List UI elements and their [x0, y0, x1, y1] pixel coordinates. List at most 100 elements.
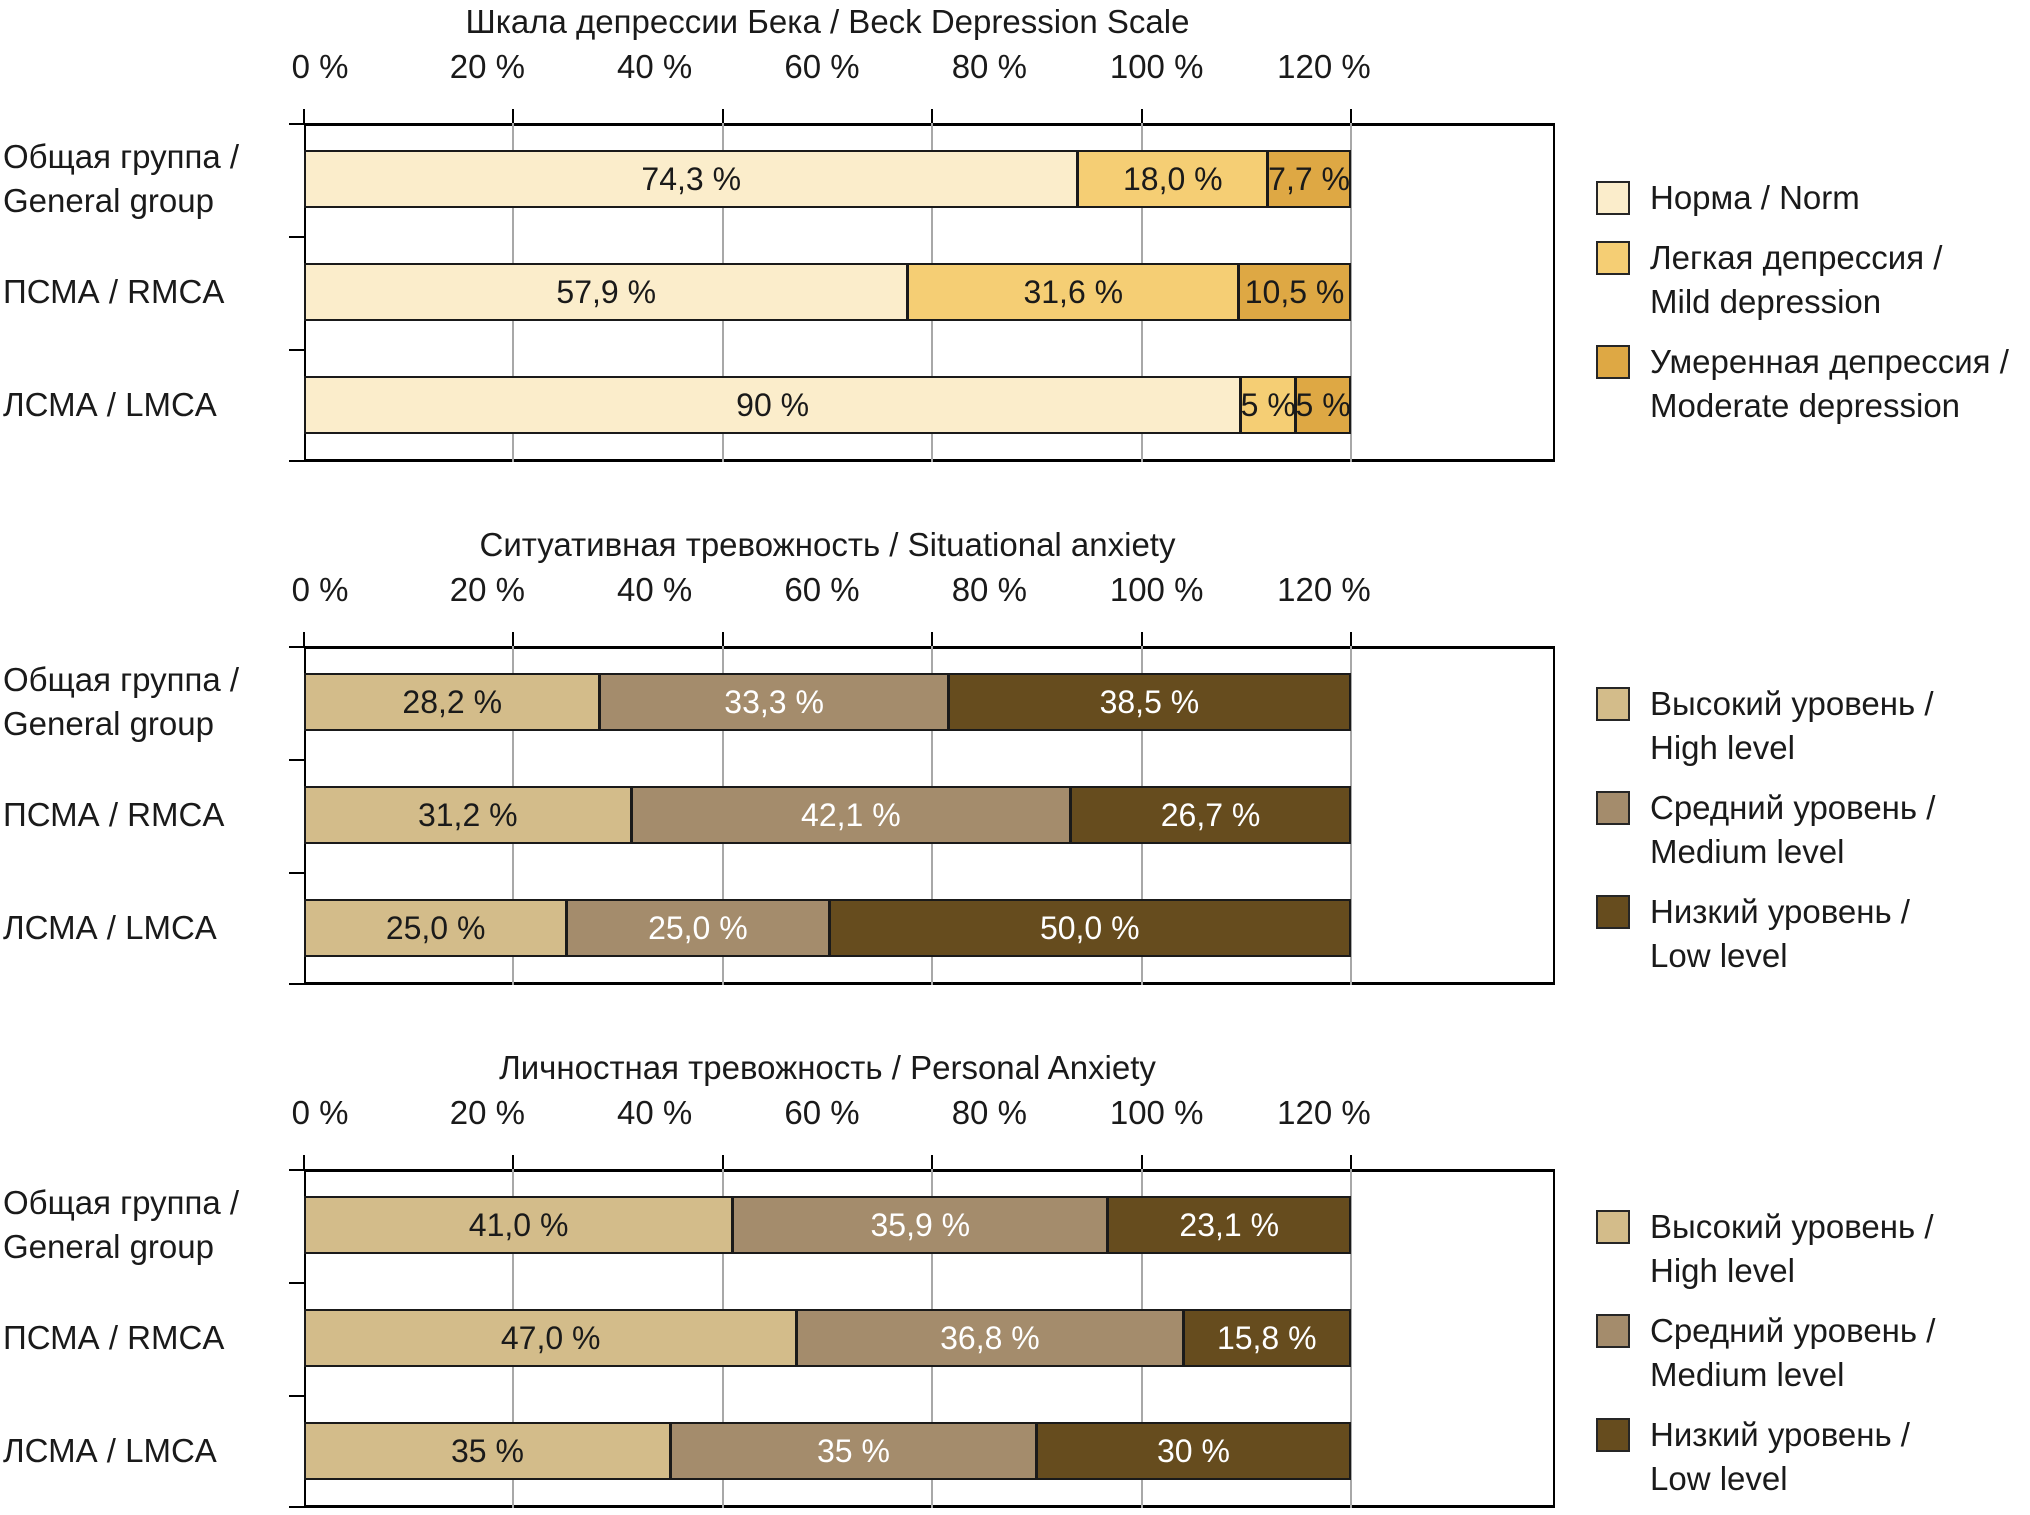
x-axis-tick — [931, 632, 934, 646]
legend-item: Средний уровень / Medium level — [1596, 1309, 2026, 1397]
bar-segment: 33,3 % — [601, 675, 950, 729]
x-axis-label: 20 % — [449, 48, 525, 85]
bar-value-label: 7,7 % — [1268, 161, 1350, 197]
legend: Высокий уровень / High level Средний урове… — [1596, 1205, 2026, 1515]
bar-value-label: 5 % — [1295, 387, 1351, 423]
bar-segment: 41,0 % — [306, 1198, 735, 1252]
bar-segment: 28,2 % — [306, 675, 602, 729]
legend-label-line: Норма / Norm — [1650, 179, 1860, 216]
x-axis-label: 100 % — [1109, 48, 1204, 85]
y-axis-tick — [289, 349, 304, 351]
chart-beck-depression-scale: Шкала депрессии Бека / Beck Depression S… — [0, 0, 2030, 523]
bar-row: 28,2 % 33,3 % 38,5 % — [304, 673, 1351, 731]
y-axis-tick — [289, 1506, 304, 1508]
legend-label: Средний уровень / Medium level — [1650, 786, 1935, 874]
x-axis-tick — [512, 632, 515, 646]
x-axis-tick — [1350, 632, 1352, 646]
bar-value-label: 35 % — [451, 1433, 524, 1469]
y-axis-tick — [289, 983, 304, 985]
chart-situational-anxiety: Ситуативная тревожность / Situational an… — [0, 523, 2030, 1046]
x-axis-label: 20 % — [449, 1094, 525, 1131]
category-label: Общая группа / General group — [3, 135, 289, 223]
legend-label: Средний уровень / Medium level — [1650, 1309, 1935, 1397]
y-axis-tick — [289, 759, 304, 761]
bar-row: 47,0 % 36,8 % 15,8 % — [304, 1309, 1351, 1367]
x-axis-tick — [931, 1155, 934, 1169]
x-axis-label: 120 % — [1277, 48, 1371, 85]
legend-label-line: Высокий уровень / — [1650, 1208, 1934, 1245]
y-axis-tick — [289, 1395, 304, 1397]
bar-value-label: 23,1 % — [1179, 1207, 1280, 1243]
bar-segment: 31,6 % — [909, 265, 1241, 319]
grid-line — [1350, 123, 1352, 462]
category-label-line: ЛСМА / LMCA — [3, 386, 217, 423]
bar-segment: 7,7 % — [1268, 152, 1350, 206]
category-label-line: ПСМА / RMCA — [3, 1319, 225, 1356]
x-axis-tick — [303, 632, 305, 646]
bar-segment: 25,0 % — [568, 901, 831, 955]
legend-label-line: Низкий уровень / — [1650, 1416, 1910, 1453]
bar-value-label: 10,5 % — [1244, 274, 1345, 310]
x-axis-label: 60 % — [784, 48, 860, 85]
bar-value-label: 35 % — [816, 1433, 890, 1469]
bar-value-label: 30 % — [1156, 1433, 1230, 1469]
x-axis-label: 80 % — [951, 571, 1027, 608]
bar-value-label: 38,5 % — [1099, 684, 1200, 720]
x-axis-tick — [1140, 632, 1143, 646]
x-axis-label: 0 % — [291, 48, 349, 85]
legend-label: Высокий уровень / High level — [1650, 1205, 1934, 1293]
chart-title: Личностная тревожность / Personal Anxiet… — [499, 1049, 1156, 1086]
legend-item: Низкий уровень / Low level — [1596, 1413, 2026, 1501]
legend: Норма / Norm Легкая депрессия / Mild depre… — [1596, 176, 2026, 444]
category-label-line: ЛСМА / LMCA — [3, 1432, 217, 1469]
legend-label: Низкий уровень / Low level — [1650, 890, 1910, 978]
category-label: Общая группа / General group — [3, 658, 289, 746]
category-label: ЛСМА / LMCA — [3, 1429, 289, 1473]
category-label-line: ПСМА / RMCA — [3, 273, 225, 310]
legend-label: Умеренная депрессия / Moderate depression — [1650, 340, 2009, 428]
legend-swatch — [1596, 345, 1630, 379]
x-axis-tick — [303, 109, 305, 123]
category-label-line: Общая группа / — [3, 1184, 240, 1221]
bar-segment: 57,9 % — [306, 265, 910, 319]
x-axis-label: 120 % — [1277, 1094, 1371, 1131]
y-axis-tick — [289, 872, 304, 874]
legend-item: Норма / Norm — [1596, 176, 2026, 220]
legend-label: Высокий уровень / High level — [1650, 682, 1934, 770]
bar-segment: 31,2 % — [306, 788, 633, 842]
legend-swatch — [1596, 181, 1630, 215]
bar-segment: 36,8 % — [798, 1311, 1185, 1365]
bar-value-label: 15,8 % — [1216, 1320, 1317, 1356]
bar-value-label: 31,2 % — [417, 797, 518, 833]
x-axis-tick — [721, 1155, 724, 1169]
legend-label-line: Moderate depression — [1650, 387, 1961, 424]
x-axis-label: 0 % — [291, 1094, 349, 1131]
legend-label: Легкая депрессия / Mild depression — [1650, 236, 1942, 324]
bar-value-label: 25,0 % — [648, 910, 748, 946]
legend-item: Высокий уровень / High level — [1596, 1205, 2026, 1293]
x-axis-tick — [512, 1155, 515, 1169]
y-axis-tick — [289, 646, 304, 648]
legend-label-line: Medium level — [1650, 1356, 1845, 1393]
bar-value-label: 36,8 % — [940, 1320, 1040, 1356]
x-axis-tick — [721, 109, 724, 123]
y-axis-tick — [289, 123, 304, 125]
grid-line — [1350, 646, 1352, 985]
legend-label-line: High level — [1650, 729, 1795, 766]
legend-label-line: Средний уровень / — [1650, 1312, 1936, 1349]
legend-label-line: Высокий уровень / — [1650, 685, 1934, 722]
legend-item: Средний уровень / Medium level — [1596, 786, 2026, 874]
legend-swatch — [1596, 1314, 1630, 1348]
x-axis-label: 40 % — [617, 1094, 693, 1131]
bar-row: 35 % 35 % 30 % — [304, 1422, 1351, 1480]
category-label-line: General group — [3, 182, 214, 219]
category-label-line: ПСМА / RMCA — [3, 796, 225, 833]
bar-segment: 90 % — [306, 378, 1243, 432]
x-axis-tick — [1140, 1155, 1143, 1169]
bar-value-label: 41,0 % — [468, 1207, 569, 1243]
chart-personal-anxiety: Личностная тревожность / Personal Anxiet… — [0, 1046, 2030, 1515]
legend-swatch — [1596, 791, 1630, 825]
bar-value-label: 35,9 % — [870, 1207, 971, 1243]
bar-value-label: 25,0 % — [385, 910, 486, 946]
